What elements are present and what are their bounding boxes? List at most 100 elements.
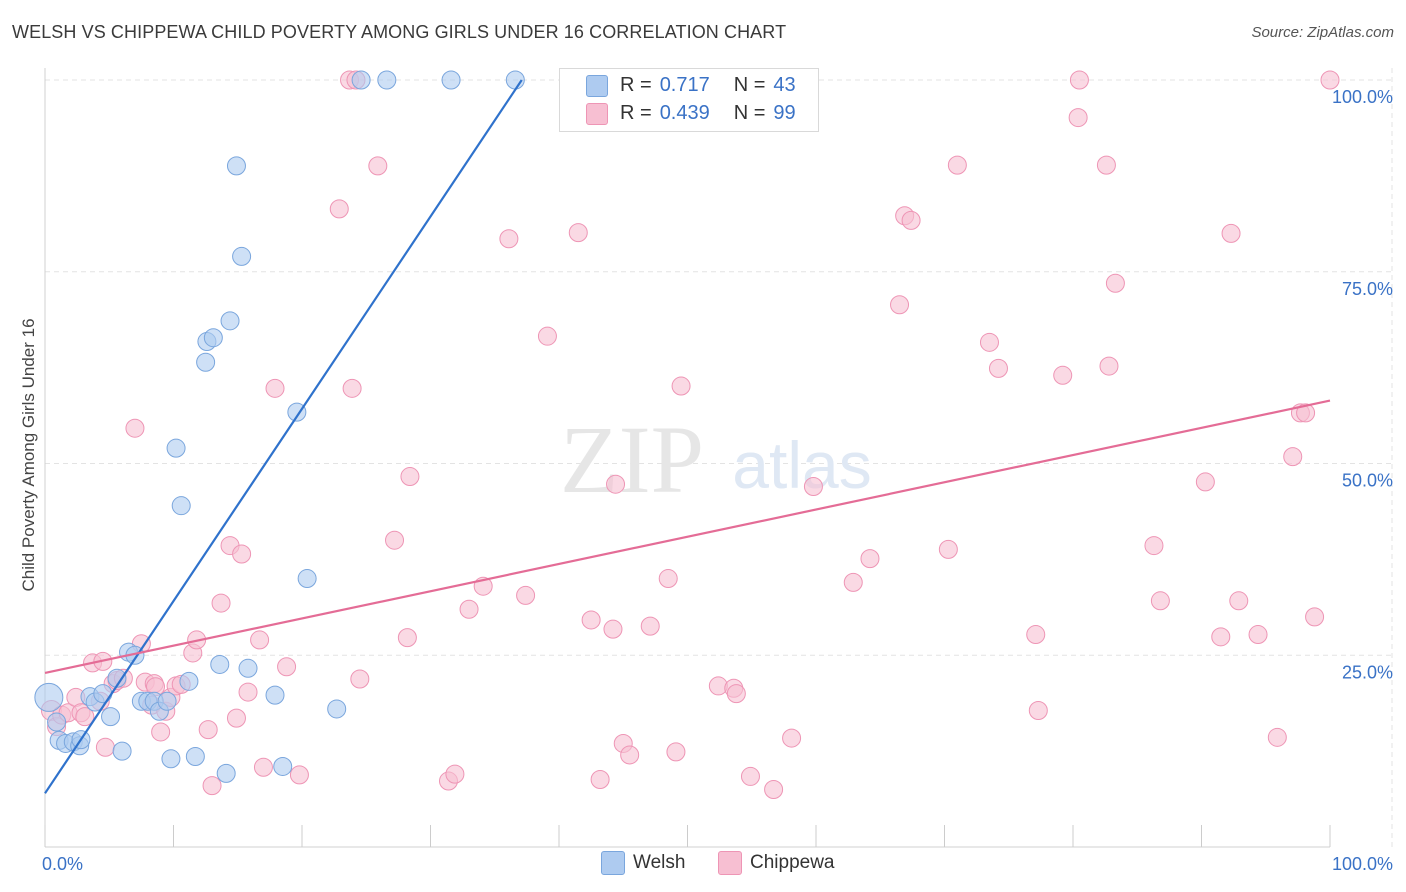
chippewa-point — [125, 418, 145, 438]
chippewa-point — [1026, 625, 1046, 645]
chippewa-point — [385, 530, 405, 550]
welsh-point — [185, 746, 205, 766]
chippewa-point — [232, 544, 252, 564]
chippewa-r-label: R = — [620, 101, 652, 124]
welsh-point — [273, 756, 293, 776]
chippewa-point — [603, 619, 623, 639]
welsh-point — [112, 741, 132, 761]
chippewa-point — [75, 707, 95, 727]
chippewa-point — [590, 770, 610, 790]
chippewa-n-label: N = — [733, 101, 766, 124]
welsh-point — [232, 246, 252, 266]
welsh-point — [216, 763, 236, 783]
welsh-r-label: R = — [620, 73, 652, 96]
chippewa-point — [1283, 447, 1303, 467]
data-points — [34, 70, 1340, 799]
chippewa-point — [764, 779, 784, 799]
chippewa-point — [1305, 607, 1325, 627]
chippewa-point — [211, 593, 231, 613]
welsh-point — [157, 691, 177, 711]
chippewa-point — [979, 332, 999, 352]
chart-title: WELSH VS CHIPPEWA CHILD POVERTY AMONG GI… — [12, 22, 787, 42]
welsh-legend-swatch — [601, 851, 625, 875]
chippewa-point — [342, 378, 362, 398]
chippewa-point — [368, 156, 388, 176]
chippewa-point — [350, 669, 370, 689]
y-tick-label: 100.0% — [1332, 87, 1393, 107]
chippewa-point — [671, 376, 691, 396]
chippewa-point — [843, 572, 863, 592]
chippewa-point — [1221, 223, 1241, 243]
chippewa-point — [1211, 627, 1231, 647]
chippewa-point — [238, 682, 258, 702]
welsh-point — [441, 70, 461, 90]
welsh-point — [161, 749, 181, 769]
chippewa-point — [1150, 591, 1170, 611]
welsh-legend-label: Welsh — [633, 852, 686, 873]
chippewa-point — [289, 765, 309, 785]
welsh-point — [47, 712, 67, 732]
chippewa-stats-row: R = 0.439 N = 99 — [620, 100, 796, 126]
series-legend: Welsh Chippewa — [0, 851, 1406, 877]
welsh-point — [203, 328, 223, 348]
chippewa-point — [890, 295, 910, 315]
chippewa-point — [782, 728, 802, 748]
chippewa-point — [329, 199, 349, 219]
chippewa-point — [666, 742, 686, 762]
welsh-point — [93, 684, 113, 704]
y-tick-label: 75.0% — [1342, 279, 1393, 299]
welsh-point — [238, 658, 258, 678]
chippewa-trendline — [44, 399, 1331, 674]
welsh-r-value: 0.717 — [659, 73, 710, 96]
chippewa-point — [400, 467, 420, 487]
welsh-point — [101, 707, 121, 727]
welsh-point — [327, 699, 347, 719]
chippewa-point — [568, 223, 588, 243]
welsh-point — [220, 311, 240, 331]
chippewa-point — [537, 326, 557, 346]
trend-lines — [44, 79, 1331, 794]
welsh-swatch — [586, 75, 608, 97]
welsh-point — [166, 438, 186, 458]
chippewa-point — [640, 616, 660, 636]
chippewa-point — [947, 155, 967, 175]
chippewa-legend-swatch — [718, 851, 742, 875]
chippewa-point — [277, 657, 297, 677]
y-axis-label: Child Poverty Among Girls Under 16 — [19, 318, 38, 591]
chippewa-point — [860, 549, 880, 569]
welsh-point — [171, 496, 191, 516]
chippewa-point — [803, 477, 823, 497]
welsh-point — [351, 70, 371, 90]
welsh-n-label: N = — [733, 73, 766, 96]
welsh-point — [179, 671, 199, 691]
chippewa-point — [606, 474, 626, 494]
chippewa-point — [1069, 70, 1089, 90]
chippewa-point — [1068, 108, 1088, 128]
welsh-point — [287, 402, 307, 422]
chippewa-point — [726, 684, 746, 704]
source-credit: Source: ZipAtlas.com — [1251, 24, 1394, 41]
chippewa-point — [901, 210, 921, 230]
chippewa-point — [740, 766, 760, 786]
chippewa-r-value: 0.439 — [659, 101, 710, 124]
chippewa-point — [581, 610, 601, 630]
chippewa-point — [988, 358, 1008, 378]
legend-item-welsh[interactable]: Welsh — [601, 851, 685, 875]
chippewa-point — [226, 708, 246, 728]
chippewa-legend-label: Chippewa — [750, 852, 835, 873]
welsh-stats-row: R = 0.717 N = 43 — [620, 72, 796, 98]
chippewa-point — [516, 585, 536, 605]
chippewa-point — [938, 539, 958, 559]
welsh-trendline — [44, 79, 523, 794]
chippewa-point — [1144, 536, 1164, 556]
legend-item-chippewa[interactable]: Chippewa — [718, 851, 835, 875]
chippewa-point — [1028, 700, 1048, 720]
watermark-zip: ZIP — [560, 406, 704, 513]
chippewa-point — [620, 745, 640, 765]
chippewa-point — [499, 229, 519, 249]
chippewa-point — [459, 599, 479, 619]
welsh-point — [297, 569, 317, 589]
chippewa-point — [253, 757, 273, 777]
chippewa-point — [1105, 273, 1125, 293]
grid-lines — [45, 68, 1395, 847]
